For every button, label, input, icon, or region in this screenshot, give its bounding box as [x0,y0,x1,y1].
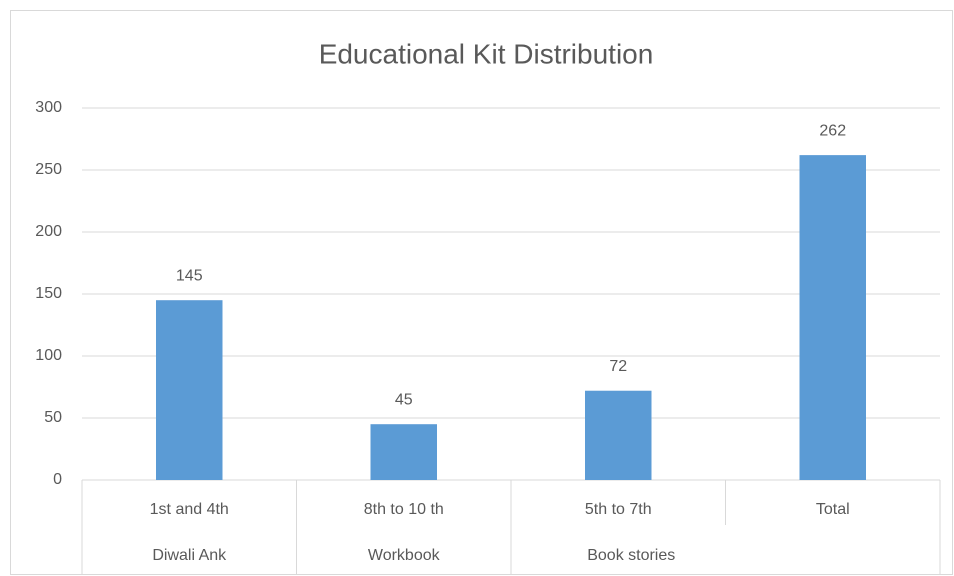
x-tick-label: 5th to 7th [585,501,652,518]
group-label: Book stories [587,547,675,564]
y-tick-label: 50 [44,409,62,426]
data-label: 262 [819,122,846,139]
x-tick-label: 1st and 4th [150,501,229,518]
group-label: Diwali Ank [152,547,227,564]
y-tick-label: 250 [35,161,62,178]
y-tick-label: 0 [53,471,62,488]
data-label: 145 [176,267,203,284]
bar [799,155,866,480]
bar [370,424,437,480]
x-tick-label: Total [816,501,850,518]
y-tick-label: 200 [35,223,62,240]
y-tick-label: 300 [35,99,62,116]
x-tick-label: 8th to 10 th [364,501,444,518]
y-tick-label: 150 [35,285,62,302]
bar [156,300,223,480]
y-tick-label: 100 [35,347,62,364]
group-label: Workbook [368,547,441,564]
chart-title: Educational Kit Distribution [319,38,654,69]
data-label: 45 [395,391,413,408]
bar [585,390,652,480]
data-label: 72 [609,358,627,375]
